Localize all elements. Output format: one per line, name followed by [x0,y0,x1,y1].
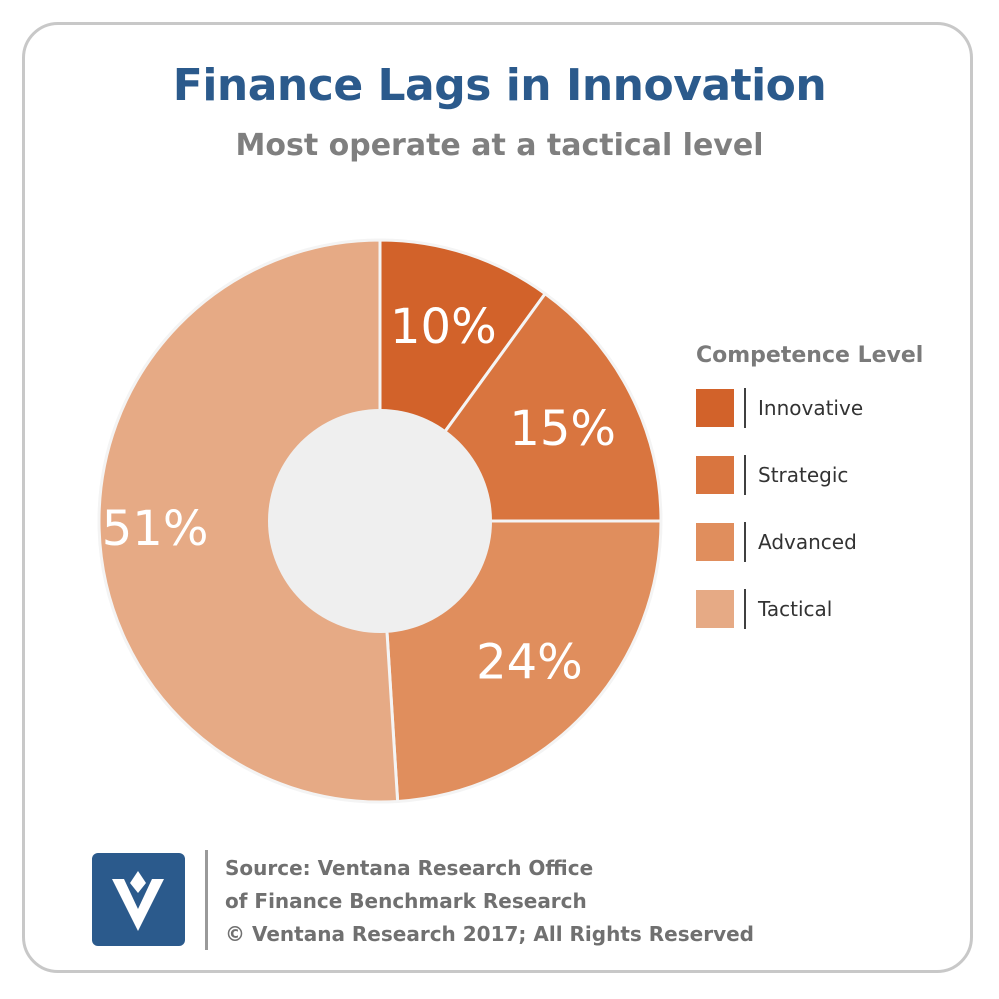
legend: Competence Level Innovative Strategic Adva… [696,343,986,656]
data-label-advanced: 24% [476,634,583,690]
legend-separator [744,388,746,428]
donut-hole [268,409,492,633]
legend-item-tactical: Tactical [696,589,986,629]
legend-swatch [696,389,734,427]
source-line-2: of Finance Benchmark Research [225,889,587,913]
legend-separator [744,589,746,629]
source-line-1: Source: Ventana Research Office [225,856,594,880]
legend-item-strategic: Strategic [696,455,986,495]
legend-label: Strategic [758,463,849,487]
legend-label: Advanced [758,530,857,554]
legend-swatch [696,523,734,561]
ventana-logo [92,853,185,946]
chart-subtitle: Most operate at a tactical level [235,128,764,163]
legend-item-advanced: Advanced [696,522,986,562]
copyright-line: © Ventana Research 2017; All Rights Rese… [225,922,754,946]
legend-item-innovative: Innovative [696,388,986,428]
legend-title: Competence Level [696,343,924,368]
footer-divider [205,850,208,950]
legend-separator [744,455,746,495]
ventana-v-logo-icon [112,871,164,931]
legend-separator [744,522,746,562]
slice-tactical [97,238,400,804]
legend-label: Innovative [758,396,864,420]
chart-title: Finance Lags in Innovation [172,60,827,111]
data-label-innovative: 10% [390,299,497,355]
source-footer: Source: Ventana Research Office of Finan… [225,852,754,951]
data-label-strategic: 15% [509,401,616,457]
legend-swatch [696,590,734,628]
legend-swatch [696,456,734,494]
legend-label: Tactical [758,597,833,621]
data-label-tactical: 51% [102,501,209,557]
